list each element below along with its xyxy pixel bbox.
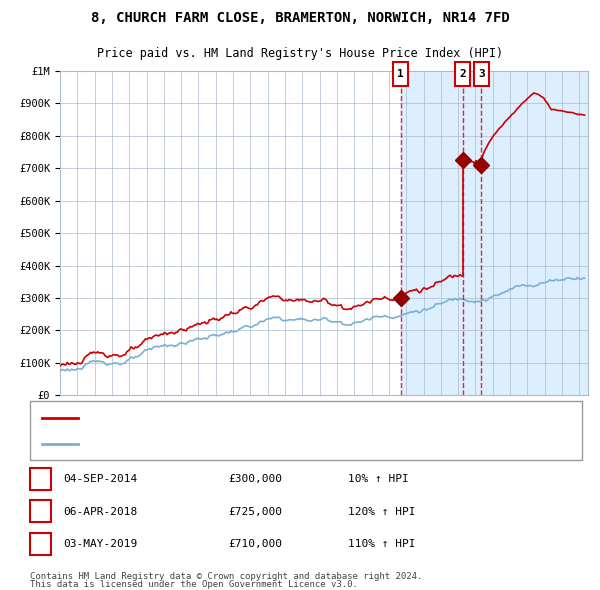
Text: 110% ↑ HPI: 110% ↑ HPI — [348, 539, 416, 549]
Text: 1: 1 — [37, 474, 44, 484]
Text: 2: 2 — [37, 507, 44, 516]
Text: £300,000: £300,000 — [228, 474, 282, 484]
Text: Price paid vs. HM Land Registry's House Price Index (HPI): Price paid vs. HM Land Registry's House … — [97, 47, 503, 60]
Text: 2: 2 — [459, 69, 466, 78]
Text: 120% ↑ HPI: 120% ↑ HPI — [348, 507, 416, 516]
Text: 3: 3 — [478, 69, 485, 78]
Bar — [401, 71, 588, 395]
Text: 8, CHURCH FARM CLOSE, BRAMERTON, NORWICH, NR14 7FD: 8, CHURCH FARM CLOSE, BRAMERTON, NORWICH… — [91, 11, 509, 25]
Text: 1: 1 — [397, 69, 404, 78]
Text: 3: 3 — [37, 539, 44, 549]
Text: This data is licensed under the Open Government Licence v3.0.: This data is licensed under the Open Gov… — [30, 580, 358, 589]
Text: 04-SEP-2014: 04-SEP-2014 — [63, 474, 137, 484]
Text: 06-APR-2018: 06-APR-2018 — [63, 507, 137, 516]
Text: 8, CHURCH FARM CLOSE, BRAMERTON, NORWICH, NR14 7FD (detached house): 8, CHURCH FARM CLOSE, BRAMERTON, NORWICH… — [84, 413, 478, 422]
Text: 10% ↑ HPI: 10% ↑ HPI — [348, 474, 409, 484]
Text: Contains HM Land Registry data © Crown copyright and database right 2024.: Contains HM Land Registry data © Crown c… — [30, 572, 422, 581]
Text: £710,000: £710,000 — [228, 539, 282, 549]
Text: HPI: Average price, detached house, South Norfolk: HPI: Average price, detached house, Sout… — [84, 439, 372, 448]
Text: £725,000: £725,000 — [228, 507, 282, 516]
Text: 03-MAY-2019: 03-MAY-2019 — [63, 539, 137, 549]
